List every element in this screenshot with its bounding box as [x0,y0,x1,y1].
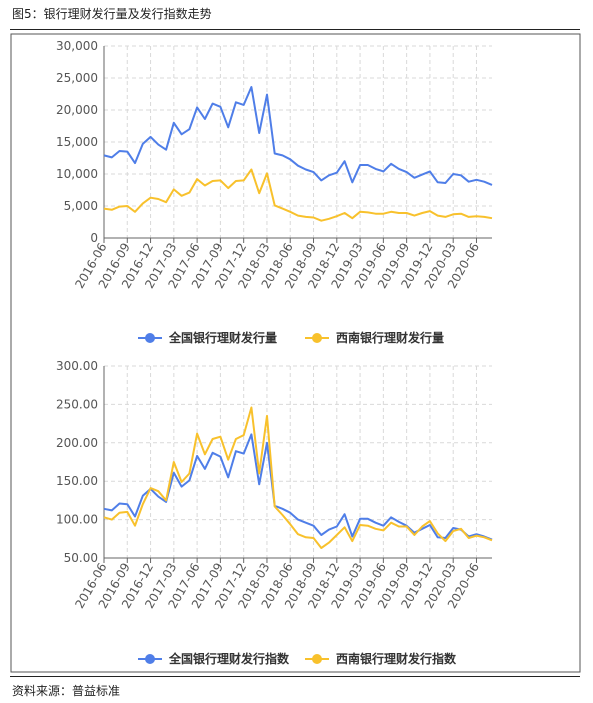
y-tick-label: 10,000 [56,167,98,181]
figure-title: 图5：银行理财发行量及发行指数走势 [12,7,212,21]
source-note: 资料来源：普益标准 [12,684,121,698]
legend-label: 全国银行理财发行量 [168,330,277,345]
y-tick-label: 30,000 [56,39,98,53]
series-line-southwest [103,168,493,222]
bottom-rule [10,676,580,677]
y-tick-label: 200.00 [56,436,98,450]
series-line-southwest [103,406,493,549]
legend-marker-national [145,333,155,343]
y-tick-label: 300.00 [56,359,98,373]
y-tick-label: 250.00 [56,397,98,411]
y-tick-label: 20,000 [56,103,98,117]
legend-label: 西南银行理财发行指数 [336,651,457,666]
legend-label: 全国银行理财发行指数 [168,651,290,666]
y-tick-label: 25,000 [56,71,98,85]
y-tick-label: 15,000 [56,135,98,149]
y-tick-label: 100.00 [56,513,98,527]
y-tick-label: 0 [90,231,98,245]
legend-marker-southwest [312,333,322,343]
y-tick-label: 50.00 [64,551,98,565]
legend-label: 西南银行理财发行量 [336,330,444,345]
y-tick-label: 5,000 [64,199,98,213]
legend-marker-southwest [312,654,322,664]
series-line-national [103,433,493,541]
chart-frame [10,33,581,673]
y-tick-label: 150.00 [56,474,98,488]
series-line-national [103,86,493,186]
legend-marker-national [145,654,155,664]
top-rule [10,29,580,30]
